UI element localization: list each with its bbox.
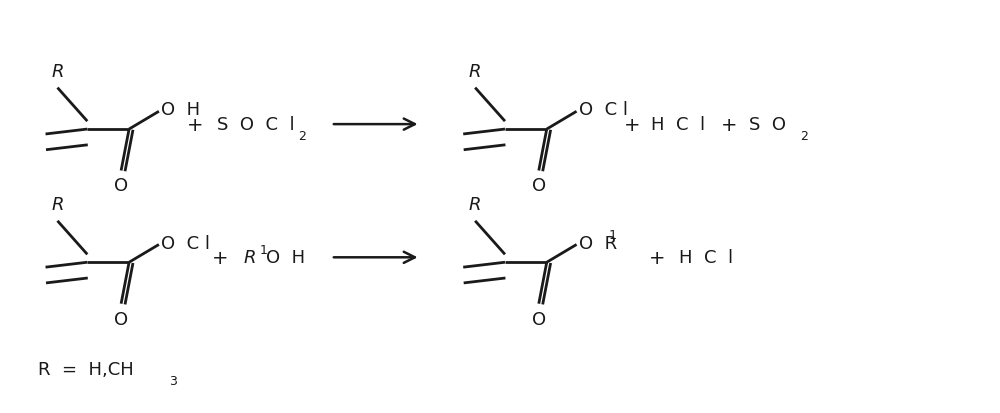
Text: 3: 3 [169,374,177,387]
Text: O  C l: O C l [579,101,628,119]
Text: S  O  C  l: S O C l [217,116,294,134]
Text: R: R [243,249,256,267]
Text: O  H: O H [266,249,305,267]
Text: +: + [721,115,737,134]
Text: 2: 2 [800,130,808,143]
Text: +: + [212,248,228,267]
Text: R  =  H,CH: R = H,CH [38,360,133,378]
Text: R: R [469,195,481,214]
Text: R: R [51,195,64,214]
Text: 1: 1 [259,243,267,256]
Text: O: O [114,177,128,195]
Text: H  C  l: H C l [679,249,733,267]
Text: O: O [114,310,128,328]
Text: O  R: O R [579,234,617,252]
Text: O  H: O H [161,101,200,119]
Text: O: O [532,177,546,195]
Text: 1: 1 [608,228,616,242]
Text: H  C  l: H C l [651,116,705,134]
Text: +: + [624,115,641,134]
Text: R: R [469,62,481,81]
Text: R: R [51,62,64,81]
Text: O: O [532,310,546,328]
Text: +: + [649,248,666,267]
Text: +: + [187,115,203,134]
Text: O  C l: O C l [161,234,210,252]
Text: 2: 2 [298,130,306,143]
Text: S  O: S O [749,116,786,134]
